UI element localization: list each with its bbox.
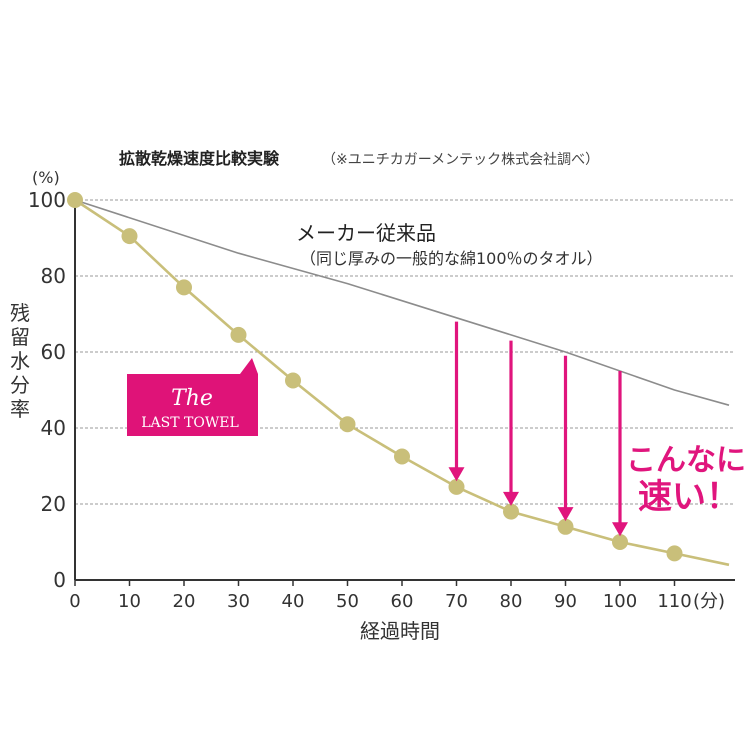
data-point-90 xyxy=(557,518,574,535)
x-tick-label-20: 20 xyxy=(173,591,196,612)
brand-badge-shape xyxy=(127,358,258,436)
y-tick-label-80: 80 xyxy=(41,264,66,288)
arrow-head-90 xyxy=(557,507,574,522)
series-line-0 xyxy=(74,199,730,406)
chart-title-note: （※ユニチカガーメンテック株式会社調べ） xyxy=(322,152,599,168)
legend-conventional-sublabel: （同じ厚みの一般的な綿100％のタオル） xyxy=(300,249,603,268)
axes xyxy=(74,200,735,586)
brand-badge: The LAST TOWEL xyxy=(127,358,258,436)
y-axis-label-char: 留 xyxy=(10,325,30,349)
callout-line-1: こんなに xyxy=(626,443,746,478)
y-axis-label-char: 率 xyxy=(10,397,30,421)
data-point-20 xyxy=(176,279,192,296)
data-point-70 xyxy=(448,478,465,495)
data-point-30 xyxy=(230,326,247,343)
y-unit-label: (%) xyxy=(32,168,60,187)
y-axis-label-char: 分 xyxy=(10,373,30,397)
y-axis-label-char: 水 xyxy=(10,349,30,373)
x-tick-label-30: 30 xyxy=(227,591,250,612)
x-tick-label-50: 50 xyxy=(336,591,359,612)
arrow-head-80 xyxy=(503,491,519,506)
arrow-head-100 xyxy=(612,522,628,537)
data-point-0 xyxy=(67,192,83,208)
brand-badge-name: LAST TOWEL xyxy=(141,415,239,431)
x-tick-label-90: 90 xyxy=(554,591,577,612)
x-tick-label-60: 60 xyxy=(391,591,414,612)
callout-line-2: 速い！ xyxy=(638,477,740,517)
x-axis-label: 経過時間 xyxy=(360,619,440,643)
x-tick-labels: 0 10 20 30 40 50 60 70 80 90 100 110 xyxy=(69,591,691,612)
y-tick-label-40: 40 xyxy=(41,416,66,440)
y-tick-labels: 0 20 40 60 80 100 xyxy=(28,188,66,592)
x-unit-label: (分) xyxy=(693,591,725,612)
chart-title: 拡散乾燥速度比較実験 xyxy=(119,149,280,168)
arrow-head-70 xyxy=(448,467,465,482)
data-point-10 xyxy=(121,228,138,245)
brand-badge-script: The xyxy=(171,386,213,411)
y-axis-label-char: 残 xyxy=(10,301,30,325)
y-tick-label-0: 0 xyxy=(53,568,66,592)
data-point-60 xyxy=(394,448,410,465)
x-tick-label-10: 10 xyxy=(118,591,141,612)
data-point-100 xyxy=(612,534,628,550)
x-tick-label-110: 110 xyxy=(657,591,691,612)
y-tick-label-100: 100 xyxy=(28,188,66,212)
legend-conventional-name: メーカー従来品 xyxy=(296,221,436,245)
x-tick-label-0: 0 xyxy=(69,591,80,612)
data-point-40 xyxy=(285,372,301,389)
y-axis-label: 残留水分率 xyxy=(10,301,30,421)
x-tick-label-70: 70 xyxy=(445,591,468,612)
comparison-arrows xyxy=(448,321,628,537)
x-tick-label-100: 100 xyxy=(603,591,637,612)
data-point-50 xyxy=(339,416,356,433)
y-tick-label-60: 60 xyxy=(41,340,66,364)
data-point-80 xyxy=(503,503,519,520)
data-point-110 xyxy=(666,545,683,562)
x-tick-label-40: 40 xyxy=(282,591,305,612)
y-tick-label-20: 20 xyxy=(41,492,66,516)
x-tick-label-80: 80 xyxy=(500,591,523,612)
data-markers xyxy=(67,192,683,562)
